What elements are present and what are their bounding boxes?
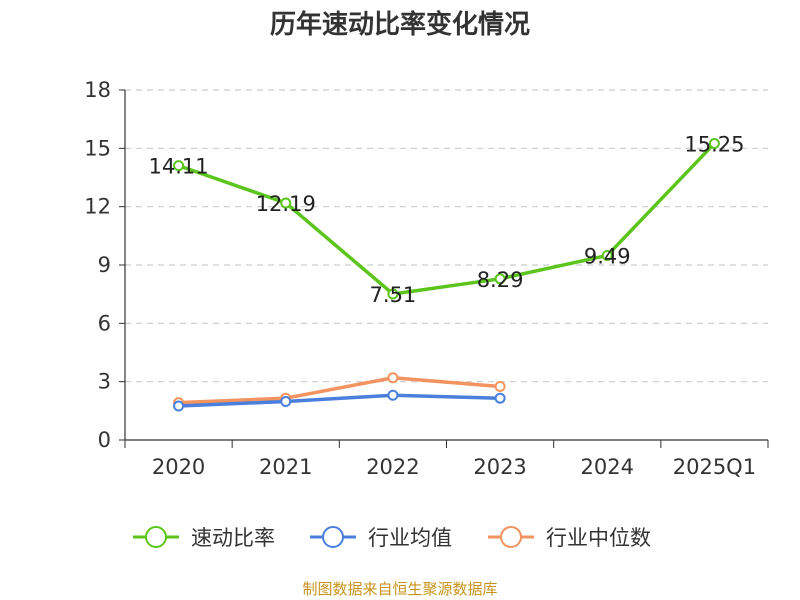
data-point [173, 160, 185, 172]
legend-label: 行业中位数 [546, 526, 651, 550]
data-point [280, 396, 292, 407]
data-point [494, 273, 506, 285]
y-tick-label: 18 [84, 78, 111, 102]
x-tick-label: 2020 [152, 455, 205, 479]
legend-label: 行业均值 [368, 526, 452, 550]
y-tick-label: 15 [84, 136, 111, 160]
data-point [173, 400, 185, 412]
data-point [708, 137, 720, 149]
series-line [178, 142, 716, 296]
y-tick-label: 3 [98, 370, 111, 394]
data-point [601, 249, 613, 261]
data-point [280, 197, 292, 209]
data-label: 9.49 [584, 244, 631, 268]
legend-marker [145, 526, 167, 548]
data-label: 12.19 [256, 192, 316, 216]
x-tick-label: 2025Q1 [673, 455, 756, 479]
x-tick-label: 2023 [473, 455, 526, 479]
data-label: 7.51 [370, 283, 417, 307]
source-note: 制图数据来自恒生聚源数据库 [302, 580, 498, 598]
y-tick-label: 9 [98, 253, 111, 277]
y-tick-label: 0 [98, 428, 111, 452]
data-label: 14.11 [149, 155, 209, 179]
data-point [494, 392, 506, 404]
y-tick-label: 6 [98, 311, 111, 335]
y-tick-label: 12 [84, 195, 111, 219]
series-line [178, 393, 501, 408]
data-point [387, 389, 399, 401]
x-tick-label: 2022 [366, 455, 419, 479]
series-line [178, 376, 501, 405]
data-point [494, 381, 506, 393]
data-label: 8.29 [477, 268, 524, 292]
data-point [387, 288, 399, 300]
legend-label: 速动比率 [191, 526, 275, 550]
data-point [387, 372, 399, 384]
data-label: 15.25 [684, 132, 744, 156]
legend-marker [500, 526, 522, 548]
chart-title: 历年速动比率变化情况 [269, 10, 530, 40]
x-tick-label: 2024 [581, 455, 634, 479]
x-tick-label: 2021 [259, 455, 312, 479]
legend-marker [322, 526, 344, 548]
